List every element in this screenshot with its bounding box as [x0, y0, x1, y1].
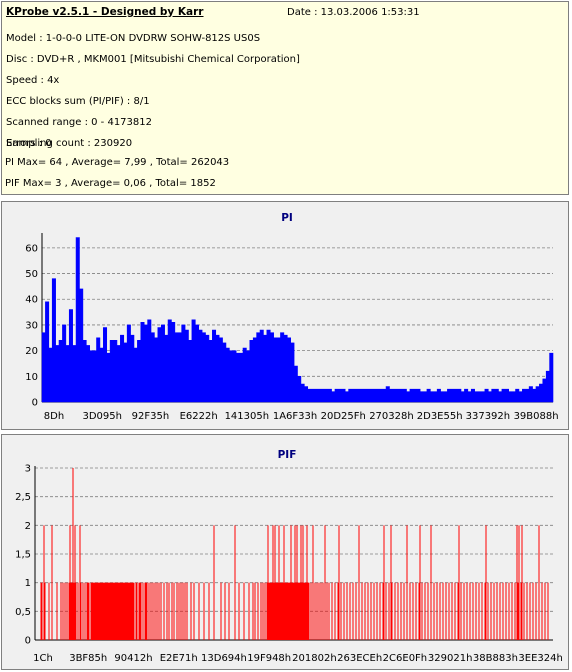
pif-chart-title: PIF — [278, 449, 297, 461]
pi-x-tick-label: 39B088h — [514, 411, 559, 422]
pi-y-tick-label: 0 — [32, 398, 38, 409]
info-pif-summary: PIF Max= 3 , Average= 0,06 , Total= 1852 — [5, 178, 216, 189]
pi-x-tick-label: 3D095h — [82, 411, 122, 422]
pi-y-tick-label: 40 — [25, 295, 38, 306]
info-scanned-range: Scanned range : 0 - 4173812 — [6, 117, 152, 128]
pif-series-bars — [40, 468, 549, 640]
pi-x-tick-label: 1A6F33h — [273, 411, 317, 422]
pi-chart-title: PI — [281, 212, 293, 224]
pif-x-tick-label: E2E71h — [160, 653, 198, 664]
pi-series-area — [41, 237, 554, 403]
pif-x-tick-label: 3BF85h — [69, 653, 107, 664]
pi-chart: PI 0 10 20 30 40 50 60 8Dh 3D095h 92F35h E6222h 14… — [25, 212, 559, 422]
info-model: Model : 1-0-0-0 LITE-ON DVDRW SOHW-812S … — [6, 33, 261, 44]
pi-x-tick-label: 20D25Fh — [321, 411, 366, 422]
pi-x-tick-label: 141305h — [225, 411, 270, 422]
pif-y-tick-label: 1,5 — [15, 550, 31, 561]
pi-chart-panel: PI 0 10 20 30 40 50 60 8Dh 3D095h 92F35h E6222h 14… — [1, 201, 569, 430]
pi-x-tick-label: 270328h — [369, 411, 414, 422]
pif-y-tick-label: 2,5 — [15, 492, 31, 503]
pi-x-tick-label: 92F35h — [132, 411, 170, 422]
pi-x-tick-label: 8Dh — [44, 411, 64, 422]
pi-y-axis: 0 10 20 30 40 50 60 — [25, 243, 38, 408]
info-pi-summary: PI Max= 64 , Average= 7,99 , Total= 2620… — [5, 157, 230, 168]
pif-y-tick-label: 2 — [25, 521, 31, 532]
pif-x-axis: 1Ch 3BF85h 90412h E2E71h 13D694h 19F948h 20180… — [33, 653, 563, 664]
info-disc: Disc : DVD+R , MKM001 [Mitsubishi Chemic… — [6, 54, 300, 65]
pif-y-tick-label: 0 — [25, 636, 31, 647]
pif-y-tick-label: 0,5 — [15, 607, 31, 618]
info-ecc-blocks: ECC blocks sum (PI/PIF) : 8/1 — [6, 96, 150, 107]
pi-y-tick-label: 10 — [25, 372, 38, 383]
pi-y-tick-label: 20 — [25, 346, 38, 357]
pi-x-tick-label: E6222h — [180, 411, 218, 422]
pif-x-tick-label: 201802h — [292, 653, 337, 664]
pif-x-tick-label: 329021h — [428, 653, 473, 664]
pif-y-tick-label: 3 — [25, 464, 31, 475]
pif-chart-panel: PIF 0 0,5 1 1,5 2 2,5 3 1Ch 3BF85h 90412h E2E71h 1… — [1, 434, 569, 670]
pi-x-axis: 8Dh 3D095h 92F35h E6222h 141305h 1A6F33h 20D25… — [44, 411, 559, 422]
pif-x-tick-label: 263ECEh — [337, 653, 382, 664]
pi-x-tick-label: 2D3E55h — [417, 411, 463, 422]
pi-y-tick-label: 50 — [25, 269, 38, 280]
pi-x-tick-label: 337392h — [466, 411, 511, 422]
pif-x-tick-label: 2C6E0Fh — [383, 653, 427, 664]
info-errors: Errors : 0 — [6, 138, 52, 149]
pif-chart: PIF 00,511,522,53 1Ch 3BF85h 90412h E2E71h 1… — [15, 449, 563, 664]
pif-y-tick-label: 1 — [25, 578, 31, 589]
pif-x-tick-label: 13D694h — [201, 653, 247, 664]
app-title: KProbe v2.5.1 - Designed by Karr — [6, 6, 204, 18]
pi-y-tick-label: 60 — [25, 243, 38, 254]
pi-y-tick-label: 30 — [25, 320, 38, 331]
info-speed: Speed : 4x — [6, 75, 60, 86]
info-panel: KProbe v2.5.1 - Designed by Karr Date : … — [1, 1, 569, 195]
scan-date: Date : 13.03.2006 1:53:31 — [287, 7, 420, 18]
info-sampling-count: Sampling count : 230920 — [6, 138, 133, 149]
pif-x-tick-label: 1Ch — [33, 653, 53, 664]
pif-x-tick-label: 38B883h — [473, 653, 518, 664]
pif-x-tick-label: 90412h — [114, 653, 152, 664]
pif-x-tick-label: 19F948h — [247, 653, 291, 664]
pif-x-tick-label: 3EE324h — [518, 653, 562, 664]
pif-y-axis: 0 0,5 1 1,5 2 2,5 3 — [15, 464, 31, 647]
